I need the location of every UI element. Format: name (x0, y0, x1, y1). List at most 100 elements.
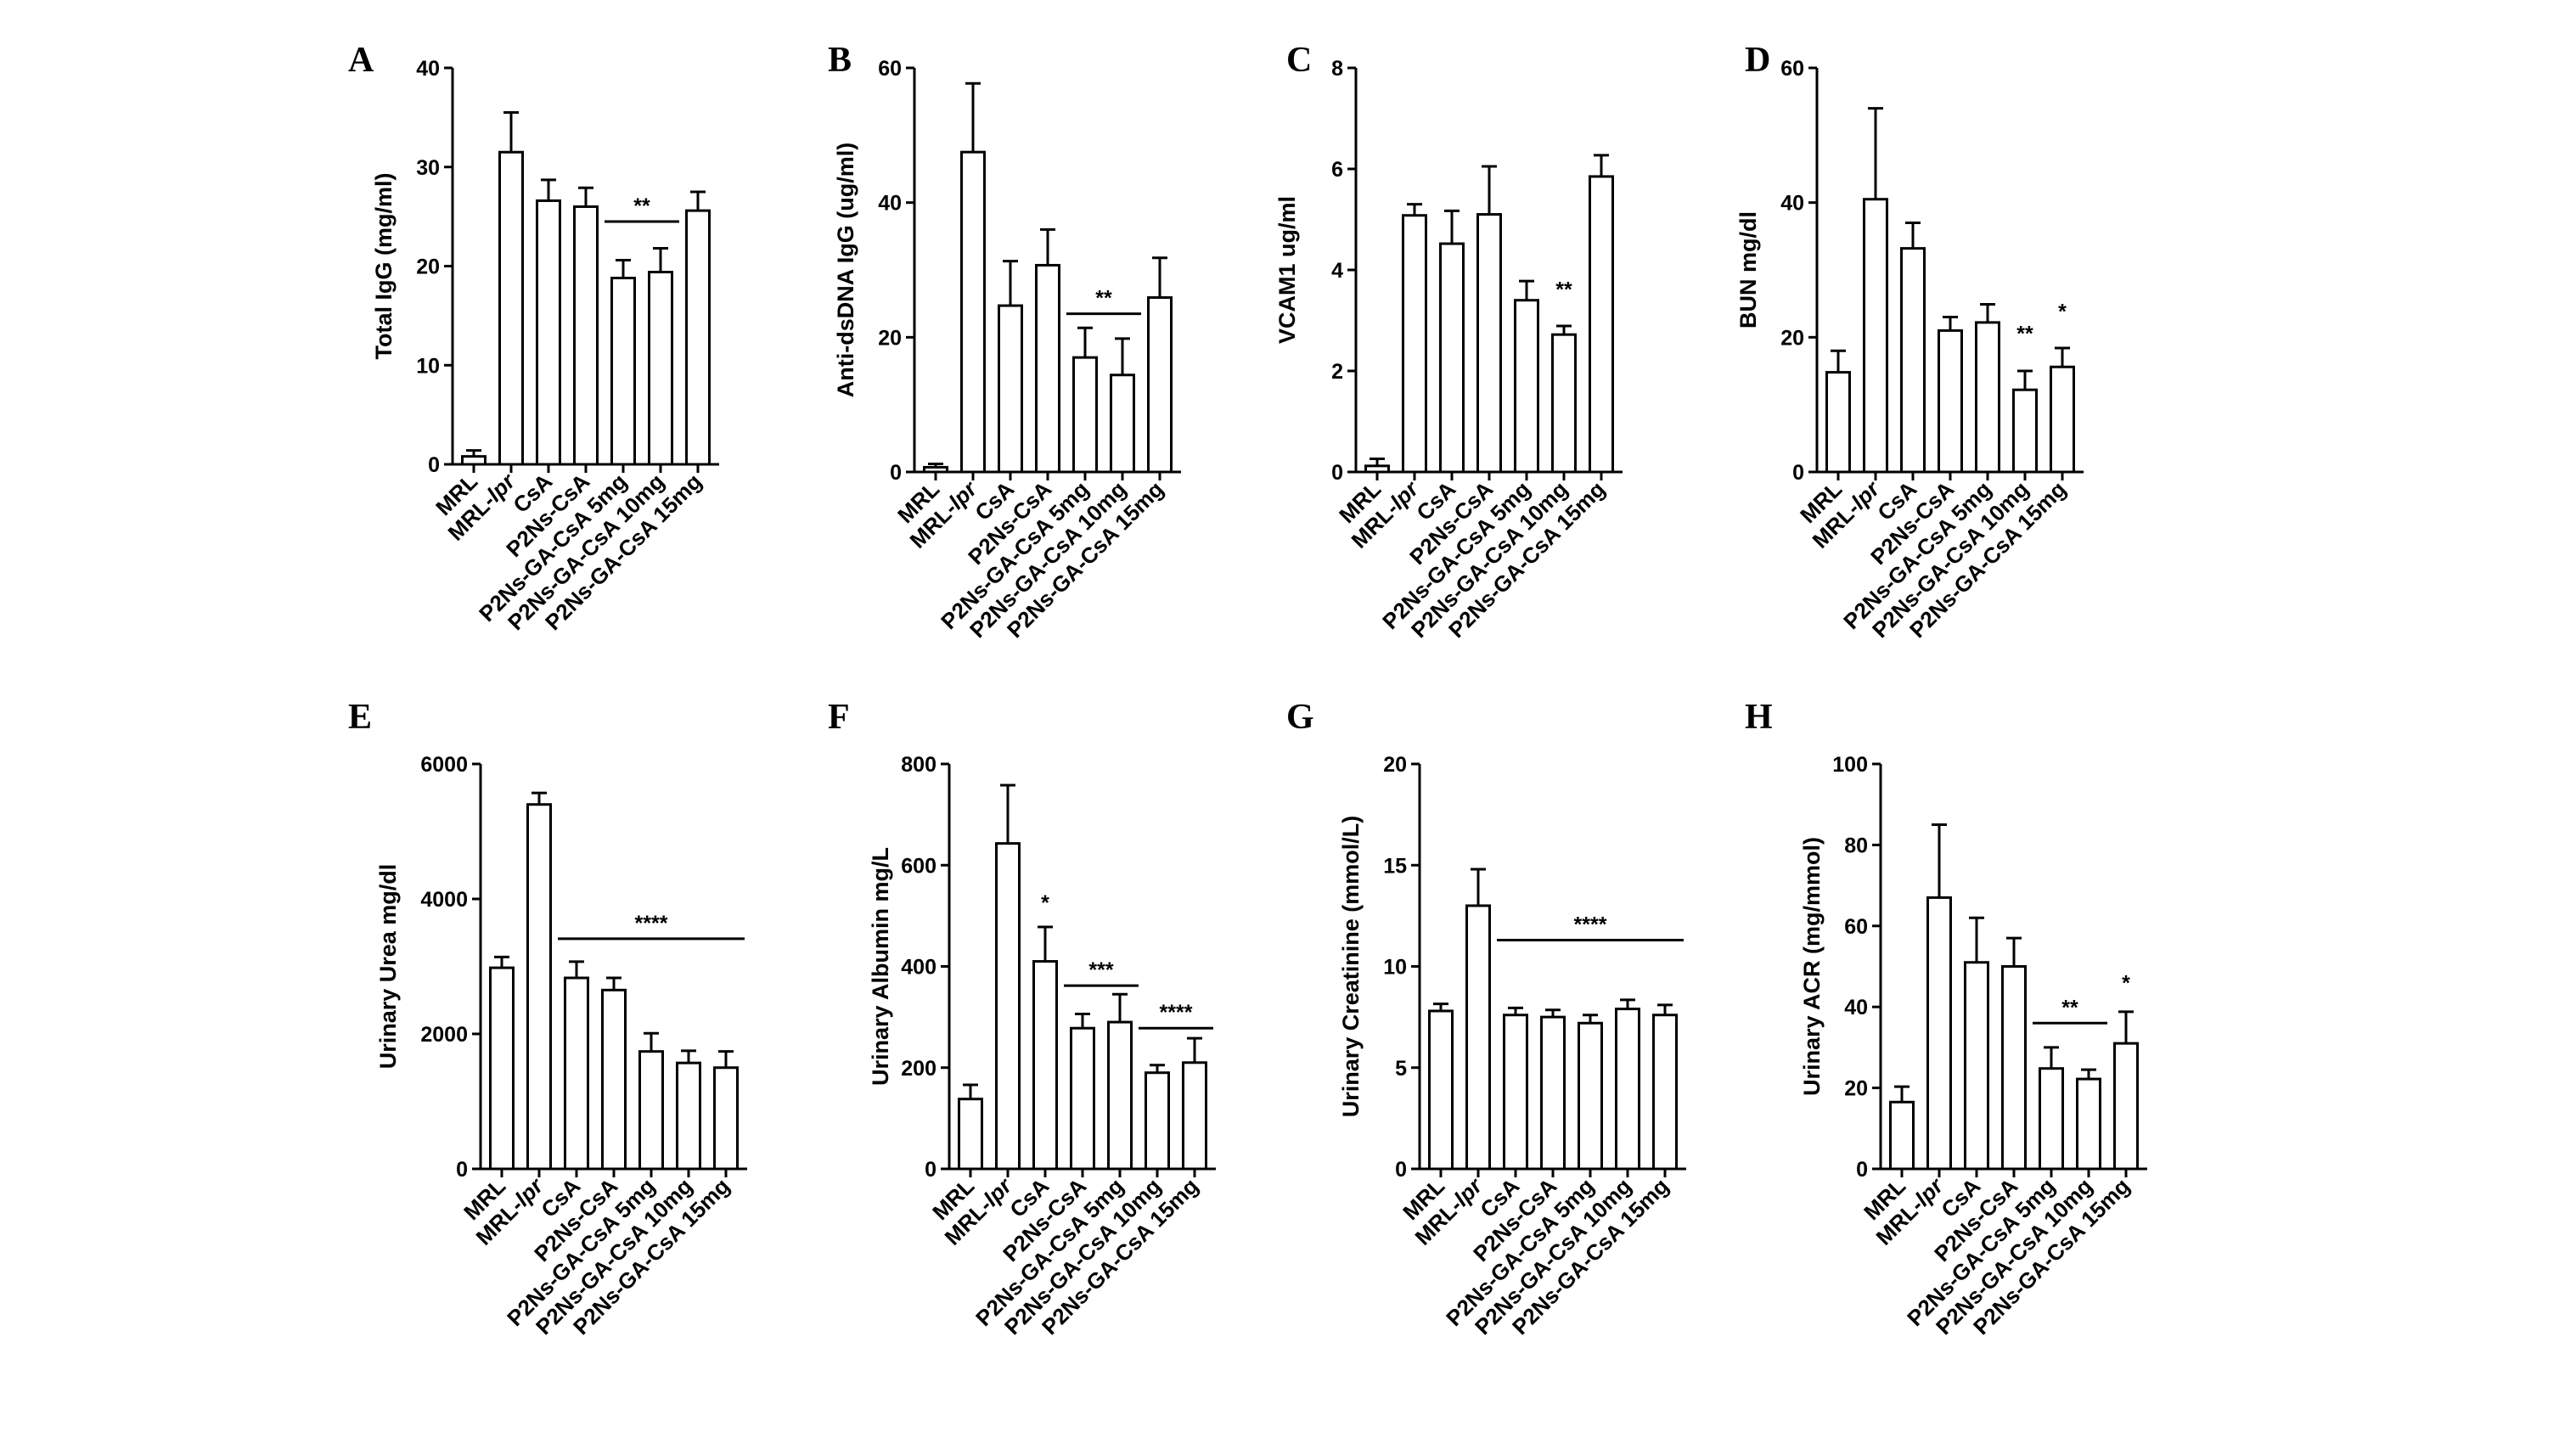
y-tick-label-h: 100 (1832, 753, 1868, 777)
panel-label-d: D (1745, 41, 1770, 80)
y-axis-title-b: Anti-dsDNA IgG (ug/ml) (833, 143, 858, 397)
y-tick-label-a: 30 (416, 156, 440, 180)
significance-mark-h-0: ** (2061, 996, 2078, 1019)
y-tick-label-b: 20 (878, 326, 902, 350)
bar-c-4 (1514, 299, 1539, 474)
bar-f-1 (995, 842, 1021, 1171)
y-tick-label-d: 20 (1780, 326, 1804, 350)
bar-d-4 (1975, 321, 2000, 474)
significance-mark-h-1: * (2122, 972, 2130, 996)
y-tick-label-a: 20 (416, 256, 440, 279)
y-axis-title-a: Total IgG (mg/ml) (371, 173, 397, 360)
bar-b-4 (1072, 356, 1098, 474)
bar-c-3 (1476, 213, 1502, 474)
bar-g-0 (1428, 1009, 1454, 1171)
bar-g-4 (1578, 1021, 1603, 1171)
y-tick-label-h: 80 (1844, 834, 1868, 857)
significance-mark-g-0: **** (1574, 913, 1607, 936)
bar-b-0 (923, 465, 948, 474)
bar-g-6 (1652, 1014, 1678, 1171)
bar-g-1 (1465, 904, 1491, 1171)
bar-h-2 (1964, 961, 1989, 1171)
y-axis-title-h: Urinary ACR (mg/mmol) (1799, 837, 1825, 1096)
bar-b-6 (1147, 296, 1173, 474)
bar-a-3 (573, 205, 599, 466)
y-tick-label-g: 0 (1395, 1158, 1407, 1182)
y-tick-label-h: 0 (1856, 1158, 1868, 1182)
significance-mark-a-0: ** (633, 194, 650, 218)
panel-label-a: A (348, 41, 374, 80)
y-tick-label-b: 0 (890, 461, 902, 485)
bar-e-6 (713, 1066, 739, 1171)
bar-a-4 (610, 277, 636, 466)
y-tick-label-h: 20 (1844, 1077, 1868, 1101)
bar-c-6 (1589, 175, 1614, 474)
panel-label-b: B (828, 41, 852, 80)
y-tick-label-e: 0 (456, 1158, 468, 1182)
y-tick-label-f: 800 (901, 753, 936, 777)
y-tick-label-e: 4000 (420, 888, 468, 912)
significance-mark-f-0: * (1041, 891, 1049, 915)
bar-d-0 (1825, 371, 1851, 474)
bar-c-0 (1364, 464, 1390, 474)
bar-b-2 (998, 304, 1023, 474)
panel-label-g: G (1286, 698, 1314, 737)
significance-mark-f-2: **** (1160, 1001, 1193, 1025)
significance-mark-e-0: **** (635, 912, 668, 935)
y-tick-label-g: 5 (1395, 1057, 1407, 1081)
bar-e-5 (676, 1061, 701, 1171)
bar-d-6 (2050, 365, 2075, 474)
bar-d-5 (2012, 388, 2038, 474)
bar-e-3 (601, 988, 627, 1171)
bar-d-3 (1938, 329, 1963, 474)
significance-mark-d-1: * (2058, 300, 2067, 323)
significance-mark-f-1: *** (1088, 958, 1113, 982)
y-tick-label-e: 2000 (420, 1023, 468, 1047)
bar-a-0 (461, 455, 487, 466)
bar-e-0 (489, 966, 515, 1171)
bar-b-5 (1110, 373, 1135, 474)
y-tick-label-e: 6000 (420, 753, 468, 777)
panel-label-e: E (348, 698, 372, 737)
bar-h-3 (2001, 965, 2027, 1171)
bar-f-4 (1107, 1020, 1133, 1171)
y-tick-label-a: 40 (416, 57, 440, 81)
bar-b-3 (1035, 263, 1060, 474)
significance-mark-b-0: ** (1095, 287, 1112, 311)
bar-h-0 (1889, 1100, 1915, 1171)
bar-d-2 (1900, 247, 1926, 474)
bar-f-0 (958, 1098, 983, 1171)
y-tick-label-g: 20 (1383, 753, 1407, 777)
bar-f-3 (1070, 1026, 1095, 1171)
bar-d-1 (1863, 198, 1888, 474)
y-tick-label-d: 60 (1780, 57, 1804, 81)
y-tick-label-g: 10 (1383, 956, 1407, 980)
y-tick-label-b: 60 (878, 57, 902, 81)
significance-mark-d-0: ** (2016, 323, 2033, 346)
y-axis-title-f: Urinary Albumin mg/L (868, 847, 893, 1086)
significance-mark-c-0: ** (1555, 278, 1572, 302)
y-axis-title-d: BUN mg/dl (1735, 211, 1761, 329)
bar-e-4 (638, 1050, 664, 1171)
panel-label-h: H (1745, 698, 1773, 737)
y-tick-label-b: 40 (878, 192, 902, 216)
y-tick-label-h: 40 (1844, 996, 1868, 1019)
y-tick-label-f: 600 (901, 854, 936, 878)
y-tick-label-c: 4 (1331, 259, 1343, 283)
bar-h-1 (1926, 896, 1952, 1171)
y-tick-label-a: 10 (416, 354, 440, 378)
bar-e-2 (564, 976, 589, 1171)
y-axis-title-c: VCAM1 ug/ml (1274, 196, 1300, 344)
panel-label-f: F (828, 698, 850, 737)
bar-c-5 (1551, 333, 1577, 474)
bar-f-2 (1032, 960, 1058, 1171)
bar-a-5 (648, 271, 673, 466)
bar-g-3 (1540, 1015, 1566, 1171)
y-tick-label-f: 200 (901, 1057, 936, 1081)
y-tick-label-c: 8 (1331, 57, 1343, 81)
bar-f-5 (1145, 1071, 1170, 1171)
bar-a-2 (536, 199, 561, 466)
y-tick-label-g: 15 (1383, 854, 1407, 878)
y-tick-label-f: 400 (901, 956, 936, 980)
